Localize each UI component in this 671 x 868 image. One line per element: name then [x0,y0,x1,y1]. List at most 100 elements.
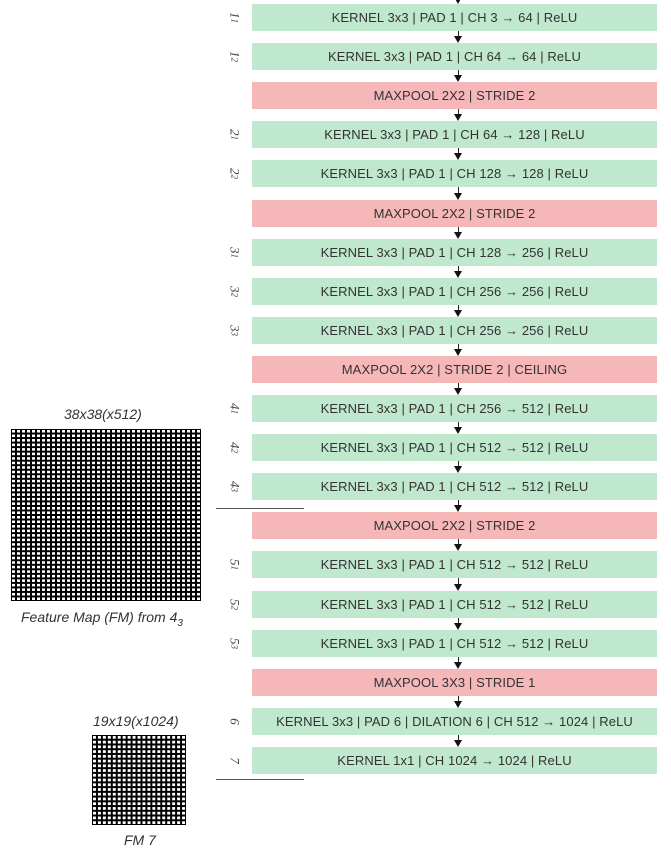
fm2-grid-icon [92,735,186,825]
layer-label: KERNEL 3x3 | PAD 6 | DILATION 6 | CH 512… [276,714,633,729]
layer-index-sub: 3 [230,644,240,650]
layer-index-sub: 1 [230,409,240,415]
layer-label: KERNEL 3x3 | PAD 1 | CH 512 → 512 | ReLU [320,440,589,455]
conv-layer-box: KERNEL 3x3 | PAD 1 | CH 64 → 128 | ReLU [252,121,657,148]
layer-label: MAXPOOL 2X2 | STRIDE 2 [373,518,536,533]
layer-label: KERNEL 3x3 | PAD 1 | CH 128 → 256 | ReLU [320,245,589,260]
layer-index-sub: 3 [230,331,240,337]
layer-index-label: 6 [222,713,249,731]
layer-index-sub: 2 [230,448,240,454]
conv-layer-box: KERNEL 3x3 | PAD 1 | CH 3 → 64 | ReLU [252,4,657,31]
fm1-grid-icon [11,429,201,601]
conv-layer-box: KERNEL 3x3 | PAD 1 | CH 512 → 512 | ReLU [252,473,657,500]
layer-index-main: 7 [228,757,243,764]
layer-label: KERNEL 3x3 | PAD 1 | CH 256 → 256 | ReLU [320,323,589,338]
flow-arrow-icon [454,227,463,239]
conv-layer-box: KERNEL 3x3 | PAD 1 | CH 128 → 128 | ReLU [252,160,657,187]
maxpool-layer-box: MAXPOOL 2X2 | STRIDE 2 [252,200,657,227]
layer-label: KERNEL 3x3 | PAD 1 | CH 512 → 512 | ReLU [320,479,589,494]
flow-arrow-icon [454,696,463,708]
layer-label: KERNEL 3x3 | PAD 1 | CH 128 → 128 | ReLU [320,166,589,181]
layer-label: KERNEL 3x3 | PAD 1 | CH 512 → 512 | ReLU [320,557,589,572]
flow-arrow-icon [454,422,463,434]
fm1-caption-text: Feature Map (FM) from 4 [21,609,178,625]
conv-layer-box: KERNEL 3x3 | PAD 1 | CH 512 → 512 | ReLU [252,630,657,657]
layer-index-sub: 1 [230,565,240,571]
fm2-size-label: 19x19(x1024) [93,713,179,729]
layer-index-sub: 2 [230,605,240,611]
conv-layer-box: KERNEL 3x3 | PAD 6 | DILATION 6 | CH 512… [252,708,657,735]
flow-arrow-icon [454,266,463,278]
layer-index-sub: 1 [230,18,240,24]
flow-arrow-icon [454,657,463,669]
maxpool-layer-box: MAXPOOL 2X2 | STRIDE 2 [252,82,657,109]
maxpool-layer-box: MAXPOOL 2X2 | STRIDE 2 [252,512,657,539]
flow-arrow-icon [454,148,463,160]
layer-index-sub: 2 [230,57,240,63]
layer-label: KERNEL 3x3 | PAD 1 | CH 512 → 512 | ReLU [320,597,589,612]
conv-layer-box: KERNEL 3x3 | PAD 1 | CH 64 → 64 | ReLU [252,43,657,70]
conv4-3-separator-line [216,508,304,509]
layer-label: MAXPOOL 2X2 | STRIDE 2 | CEILING [341,362,568,377]
layer-label: MAXPOOL 2X2 | STRIDE 2 [373,88,536,103]
flow-arrow-icon [454,578,463,591]
flow-arrow-icon [454,31,463,43]
layer-index-sub: 2 [230,174,240,180]
layer-index-sub: 3 [230,487,240,493]
maxpool-layer-box: MAXPOOL 2X2 | STRIDE 2 | CEILING [252,356,657,383]
layer-index-sub: 2 [230,292,240,298]
conv7-separator-line [216,779,304,780]
flow-arrow-icon [454,539,463,551]
conv-layer-box: KERNEL 3x3 | PAD 1 | CH 512 → 512 | ReLU [252,591,657,618]
layer-label: KERNEL 3x3 | PAD 1 | CH 256 → 256 | ReLU [320,284,589,299]
layer-index-sub: 1 [230,253,240,259]
flow-arrow-icon [454,344,463,356]
conv-layer-box: KERNEL 3x3 | PAD 1 | CH 512 → 512 | ReLU [252,434,657,461]
flow-arrow-icon [454,500,463,512]
layer-label: KERNEL 3x3 | PAD 1 | CH 64 → 64 | ReLU [327,49,582,64]
layer-label: MAXPOOL 2X2 | STRIDE 2 [373,206,536,221]
fm1-size-label: 38x38(x512) [64,406,142,422]
layer-label: KERNEL 3x3 | PAD 1 | CH 256 → 512 | ReLU [320,401,589,416]
fm2-caption: FM 7 [124,832,156,848]
conv-layer-box: KERNEL 3x3 | PAD 1 | CH 256 → 512 | ReLU [252,395,657,422]
conv-layer-box: KERNEL 3x3 | PAD 1 | CH 128 → 256 | ReLU [252,239,657,266]
layer-label: KERNEL 3x3 | PAD 1 | CH 3 → 64 | ReLU [331,10,578,25]
conv-layer-box: KERNEL 1x1 | CH 1024 → 1024 | ReLU [252,747,657,774]
flow-arrow-icon [454,109,463,121]
flow-arrow-icon [454,70,463,82]
flow-arrow-icon [454,461,463,473]
layer-label: KERNEL 1x1 | CH 1024 → 1024 | ReLU [337,753,572,768]
flow-arrow-icon [454,187,463,200]
flow-arrow-icon [454,735,463,747]
flow-arrow-icon [454,383,463,395]
layer-index-main: 6 [228,718,243,725]
fm1-caption: Feature Map (FM) from 43 [21,609,183,629]
layer-label: KERNEL 3x3 | PAD 1 | CH 64 → 128 | ReLU [324,127,585,142]
flow-arrow-icon [454,305,463,317]
layer-label: MAXPOOL 3X3 | STRIDE 1 [373,675,536,690]
conv-layer-box: KERNEL 3x3 | PAD 1 | CH 512 → 512 | ReLU [252,551,657,578]
conv-layer-box: KERNEL 3x3 | PAD 1 | CH 256 → 256 | ReLU [252,278,657,305]
conv-layer-box: KERNEL 3x3 | PAD 1 | CH 256 → 256 | ReLU [252,317,657,344]
flow-arrow-icon [454,618,463,630]
fm1-caption-sub: 3 [177,617,183,629]
flow-arrow-icon [454,0,463,4]
layer-index-label: 7 [222,752,249,770]
layer-index-sub: 1 [230,135,240,141]
layer-label: KERNEL 3x3 | PAD 1 | CH 512 → 512 | ReLU [320,636,589,651]
maxpool-layer-box: MAXPOOL 3X3 | STRIDE 1 [252,669,657,696]
